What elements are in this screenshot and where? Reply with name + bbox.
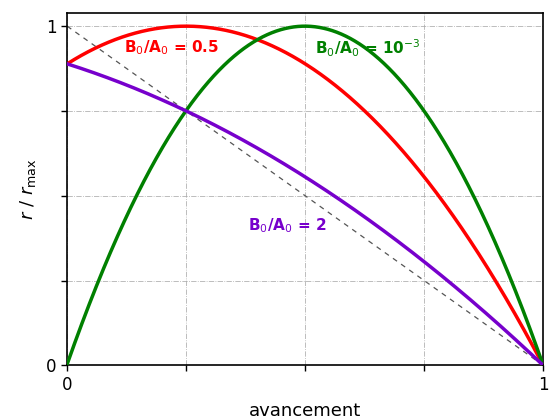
Text: B$_0$/A$_0$ = 10$^{-3}$: B$_0$/A$_0$ = 10$^{-3}$ — [315, 38, 420, 60]
Y-axis label: $r\ /\ r_{\mathrm{max}}$: $r\ /\ r_{\mathrm{max}}$ — [18, 158, 38, 220]
Text: B$_0$/A$_0$ = 0.5: B$_0$/A$_0$ = 0.5 — [124, 38, 220, 57]
Text: B$_0$/A$_0$ = 2: B$_0$/A$_0$ = 2 — [248, 216, 326, 235]
X-axis label: avancement: avancement — [249, 402, 361, 420]
